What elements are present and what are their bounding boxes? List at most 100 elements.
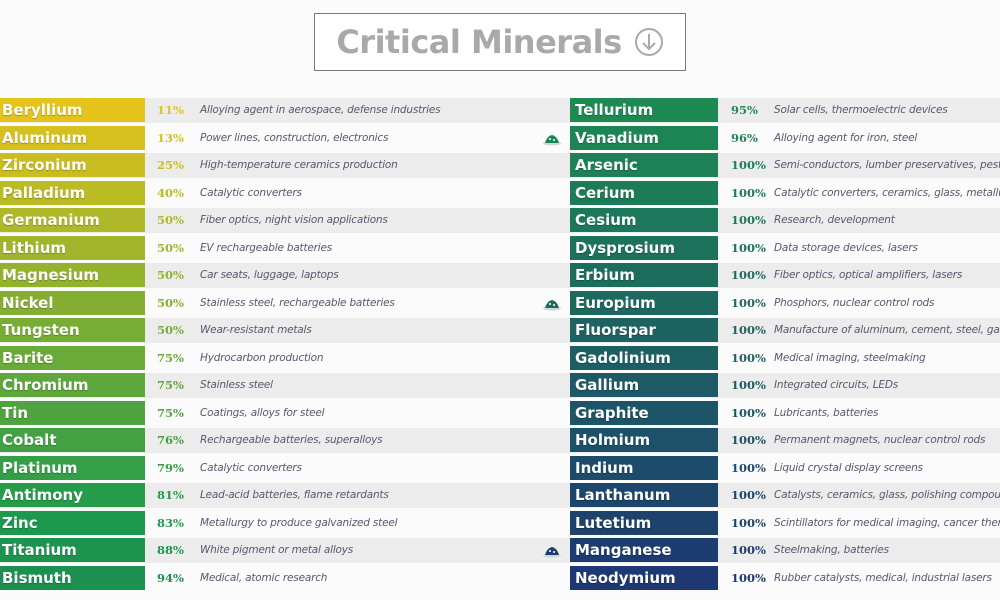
mineral-name: Bismuth [0,565,145,590]
mineral-use: Integrated circuits, LEDs [774,379,898,391]
import-percentage: 96% [731,130,758,145]
mineral-row: Tungsten 50% Wear-resistant metals [0,317,570,345]
mineral-use: Research, development [774,214,895,226]
mineral-row: Arsenic 100% Semi-conductors, lumber prese… [520,152,1000,180]
mineral-name: Neodymium [570,565,718,590]
import-percentage: 81% [157,488,184,502]
mineral-pile-icon [543,547,561,558]
import-percentage: 40% [157,185,184,200]
mineral-use: White pigment or metal alloys [200,544,354,556]
mineral-name: Beryllium [0,98,145,122]
mineral-name: Lanthanum [570,483,718,507]
mineral-name: Antimony [0,483,145,507]
mineral-row: Lutetium 100% Scintillators for medical im… [520,510,1000,538]
mineral-name: Manganese [570,538,718,562]
mineral-name: Cerium [570,180,718,205]
mineral-row: Neodymium 100% Rubber catalysts, medical, … [520,565,1000,593]
arrow-down-circle-icon[interactable] [634,27,664,57]
import-percentage: 100% [731,158,766,172]
import-percentage: 100% [731,515,766,530]
import-percentage: 75% [157,350,184,365]
import-percentage: 100% [731,350,766,365]
mineral-use: Alloying agent in aerospace, defense ind… [200,104,441,116]
mineral-name: Palladium [0,180,145,205]
import-percentage: 100% [731,295,766,310]
mineral-use: Power lines, construction, electronics [200,131,389,144]
import-percentage: 50% [157,295,184,310]
mineral-row: Gadolinium 100% Medical imaging, steelmaki… [520,345,1000,373]
mineral-use: Catalytic converters [200,461,302,474]
mineral-use: Fiber optics, night vision applications [200,214,388,226]
import-percentage: 100% [731,213,766,227]
mineral-name: Vanadium [570,125,718,150]
mineral-name: Graphite [570,400,718,425]
mineral-name: Fluorspar [570,318,718,342]
mineral-use: Stainless steel, rechargeable batteries [200,296,395,309]
import-percentage: 50% [157,323,184,337]
mineral-use: Metallurgy to produce galvanized steel [200,516,398,529]
mineral-name: Titanium [0,538,145,562]
title-box: Critical Minerals [314,13,686,71]
mineral-row: Graphite 100% Lubricants, batteries [520,400,1000,428]
import-percentage: 100% [731,378,766,392]
mineral-name: Tellurium [570,98,718,122]
mineral-name: Tin [0,400,145,425]
import-percentage: 75% [157,378,184,392]
mineral-use: Lubricants, batteries [774,406,879,419]
mineral-use: Rubber catalysts, medical, industrial la… [774,571,992,584]
mineral-name: Gallium [570,373,718,397]
import-percentage: 50% [157,268,184,282]
mineral-row: Fluorspar 100% Manufacture of aluminum, ce… [520,317,1000,345]
mineral-use: Lead-acid batteries, flame retardants [200,489,389,501]
mineral-use: Medical imaging, steelmaking [774,351,926,364]
mineral-use: Data storage devices, lasers [774,241,918,254]
mineral-name: Lutetium [570,510,718,535]
mineral-name: Gadolinium [570,345,718,370]
import-percentage: 100% [731,405,766,420]
mineral-use: Stainless steel [200,379,273,391]
mineral-row: Lithium 50% EV rechargeable batteries [0,235,570,263]
mineral-row: Magnesium 50% Car seats, luggage, laptops [0,262,570,290]
mineral-use: Semi-conductors, lumber preservatives, p… [774,159,1000,171]
import-percentage: 13% [157,130,184,145]
mineral-name: Holmium [570,428,718,452]
mineral-row: Dysprosium 100% Data storage devices, lase… [520,235,1000,263]
mineral-use: Car seats, luggage, laptops [200,269,339,281]
mineral-row: Indium 100% Liquid crystal display screens [520,455,1000,483]
mineral-row: Lanthanum 100% Catalysts, ceramics, glass,… [520,482,1000,510]
mineral-name: Indium [570,455,718,480]
import-percentage: 100% [731,185,766,200]
import-percentage: 100% [731,268,766,282]
import-percentage: 79% [157,460,184,475]
import-percentage: 75% [157,405,184,420]
mineral-row: Titanium 88% White pigment or metal alloys [0,537,570,565]
import-percentage: 100% [731,543,766,557]
mineral-row: Tin 75% Coatings, alloys for steel [0,400,570,428]
mineral-name: Zinc [0,510,145,535]
mineral-name: Cobalt [0,428,145,452]
page-title: Critical Minerals [336,23,622,61]
mineral-use: Steelmaking, batteries [774,544,889,556]
mineral-use: Hydrocarbon production [200,351,324,364]
import-percentage: 100% [731,433,766,447]
import-percentage: 50% [157,213,184,227]
mineral-row: Bismuth 94% Medical, atomic research [0,565,570,593]
mineral-use: Catalytic converters, ceramics, glass, m… [774,186,1000,199]
mineral-name: Cesium [570,208,718,232]
mineral-use: Catalytic converters [200,186,302,199]
mineral-row: Cesium 100% Research, development [520,207,1000,235]
import-percentage: 100% [731,460,766,475]
mineral-use: EV rechargeable batteries [200,241,333,254]
mineral-name: Chromium [0,373,145,397]
mineral-name: Erbium [570,263,718,287]
import-percentage: 100% [731,570,766,585]
mineral-row: Palladium 40% Catalytic converters [0,180,570,208]
right-column: Tellurium 95% Solar cells, thermoelectric … [520,97,1000,592]
mineral-row: Aluminum 13% Power lines, construction, el… [0,125,570,153]
import-percentage: 11% [157,103,184,117]
mineral-use: Phosphors, nuclear control rods [774,296,935,309]
mineral-name: Tungsten [0,318,145,342]
mineral-row: Holmium 100% Permanent magnets, nuclear co… [520,427,1000,455]
mineral-use: Alloying agent for iron, steel [774,131,918,144]
mineral-name: Dysprosium [570,235,718,260]
